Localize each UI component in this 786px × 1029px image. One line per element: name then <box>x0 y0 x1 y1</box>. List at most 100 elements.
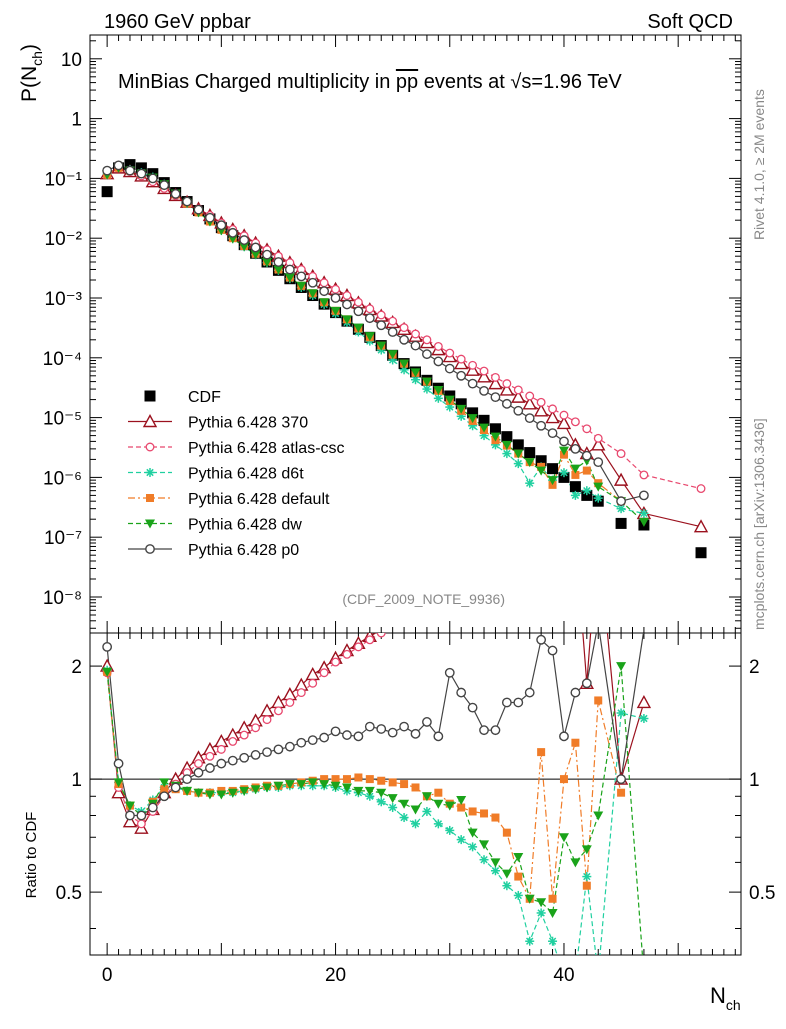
ratio-point-default <box>320 775 329 784</box>
asterisk-stroke <box>423 807 431 816</box>
ratio-point-p0 <box>159 791 170 802</box>
ratio-point-p0 <box>501 697 512 708</box>
legend-entry-CDF: CDF <box>144 389 221 406</box>
series-point-dw <box>330 306 341 316</box>
ratio-point-atlas <box>376 633 386 638</box>
asterisk-stroke <box>560 468 568 477</box>
series-point-dw <box>262 257 273 267</box>
asterisk-stroke <box>480 855 488 864</box>
ratio-point-d6t <box>536 908 546 918</box>
ratio-point-default <box>342 775 351 784</box>
ratio-point-p0 <box>250 750 261 760</box>
ratio-line-370 <box>106 633 645 830</box>
ratio-point-p0 <box>422 717 432 727</box>
series-point-p0 <box>216 220 227 231</box>
ratio-y-tick-label-right: 1 <box>749 770 760 791</box>
series-point-370 <box>591 437 606 451</box>
series-point-atlas <box>468 360 478 370</box>
ratio-point-p0 <box>102 641 113 652</box>
series-point-p0 <box>593 457 604 468</box>
legend-entry-atlas: Pythia 6.428 atlas-csc <box>128 440 345 457</box>
ratio-point-atlas <box>296 688 306 698</box>
title-prefix: MinBias Charged multiplicity in <box>118 71 396 93</box>
asterisk-stroke <box>548 937 557 945</box>
asterisk-stroke <box>434 820 443 828</box>
series-point-p0 <box>159 180 170 191</box>
asterisk-stroke <box>617 504 625 513</box>
series-point-p0 <box>570 443 581 454</box>
ratio-plot-area <box>99 633 652 955</box>
header-category: Soft QCD <box>647 11 733 33</box>
ratio-point-dw <box>250 785 261 795</box>
ratio-point-dw <box>273 781 284 791</box>
asterisk-stroke <box>457 835 465 844</box>
asterisk-stroke <box>146 468 154 477</box>
series-point-atlas <box>445 348 455 358</box>
plot-title: MinBias Charged multiplicity in pp event… <box>118 71 622 93</box>
ratio-point-atlas <box>205 751 215 761</box>
series-point-atlas <box>422 335 432 345</box>
title-middle: events at <box>418 71 510 93</box>
series-point-p0 <box>147 173 158 184</box>
asterisk-stroke <box>583 486 591 495</box>
ratio-point-dw <box>193 788 204 798</box>
ratio-point-dw <box>399 799 410 809</box>
cdf-data-point <box>101 186 113 198</box>
y-tick-label: 10⁻⁴ <box>43 349 82 370</box>
ratio-point-p0 <box>147 802 158 813</box>
ratio-point-d6t <box>456 835 466 845</box>
series-point-p0 <box>387 327 398 337</box>
ratio-point-dw <box>239 786 250 796</box>
series-point-dw <box>638 517 649 527</box>
ratio-y-tick-label-left: 1 <box>71 770 82 791</box>
asterisk-stroke <box>434 394 443 403</box>
legend-entry-d6t: Pythia 6.428 d6t <box>128 466 304 483</box>
ratio-point-default <box>480 809 489 818</box>
cdf-data-point <box>615 517 627 529</box>
ratio-point-default <box>468 807 477 816</box>
series-point-p0 <box>479 385 489 396</box>
ratio-point-default <box>617 788 626 797</box>
ratio-point-p0 <box>216 758 227 769</box>
ratio-point-d6t <box>445 825 455 835</box>
ratio-point-p0 <box>467 702 478 713</box>
series-point-atlas <box>388 316 398 326</box>
series-point-atlas <box>353 297 363 307</box>
ratio-point-p0 <box>330 726 341 737</box>
series-point-p0 <box>273 257 284 267</box>
ratio-point-d6t <box>616 708 626 718</box>
ratio-point-p0 <box>410 728 421 739</box>
series-point-dw <box>513 449 524 459</box>
ratio-line-d6t <box>106 670 645 955</box>
ratio-point-atlas <box>216 744 226 754</box>
series-point-dw <box>456 404 467 414</box>
ratio-point-default <box>491 813 500 822</box>
header-energy: 1960 GeV ppbar <box>104 11 251 33</box>
series-point-p0 <box>125 165 135 176</box>
ratio-point-dw <box>307 778 318 788</box>
ratio-point-atlas <box>319 668 329 678</box>
series-point-dw <box>410 368 421 378</box>
ratio-axes: 0 20 40 2 2 1 1 0.5 0.5 <box>56 633 775 986</box>
series-point-p0 <box>170 189 181 199</box>
legend-marker <box>144 390 156 402</box>
asterisk-stroke <box>446 826 454 835</box>
series-point-p0 <box>376 320 387 331</box>
y-tick-label: 1 <box>71 110 82 131</box>
y-tick-label: 10⁻⁷ <box>44 528 82 549</box>
asterisk-stroke <box>525 937 534 945</box>
ratio-point-dw <box>467 828 478 838</box>
series-point-d6t <box>433 393 443 403</box>
ratio-point-default <box>434 788 443 797</box>
series-point-p0 <box>513 405 524 416</box>
ratio-point-atlas <box>194 759 203 769</box>
ratio-point-dw <box>433 799 444 809</box>
ratio-point-dw <box>490 858 501 868</box>
ratio-point-dw <box>262 783 273 793</box>
ratio-point-dw <box>479 840 490 850</box>
ratio-point-dw <box>593 811 604 821</box>
series-point-dw <box>593 482 604 492</box>
y-tick-label: 10⁻² <box>45 229 83 250</box>
series-point-atlas <box>536 397 546 407</box>
series-point-p0 <box>524 413 535 424</box>
